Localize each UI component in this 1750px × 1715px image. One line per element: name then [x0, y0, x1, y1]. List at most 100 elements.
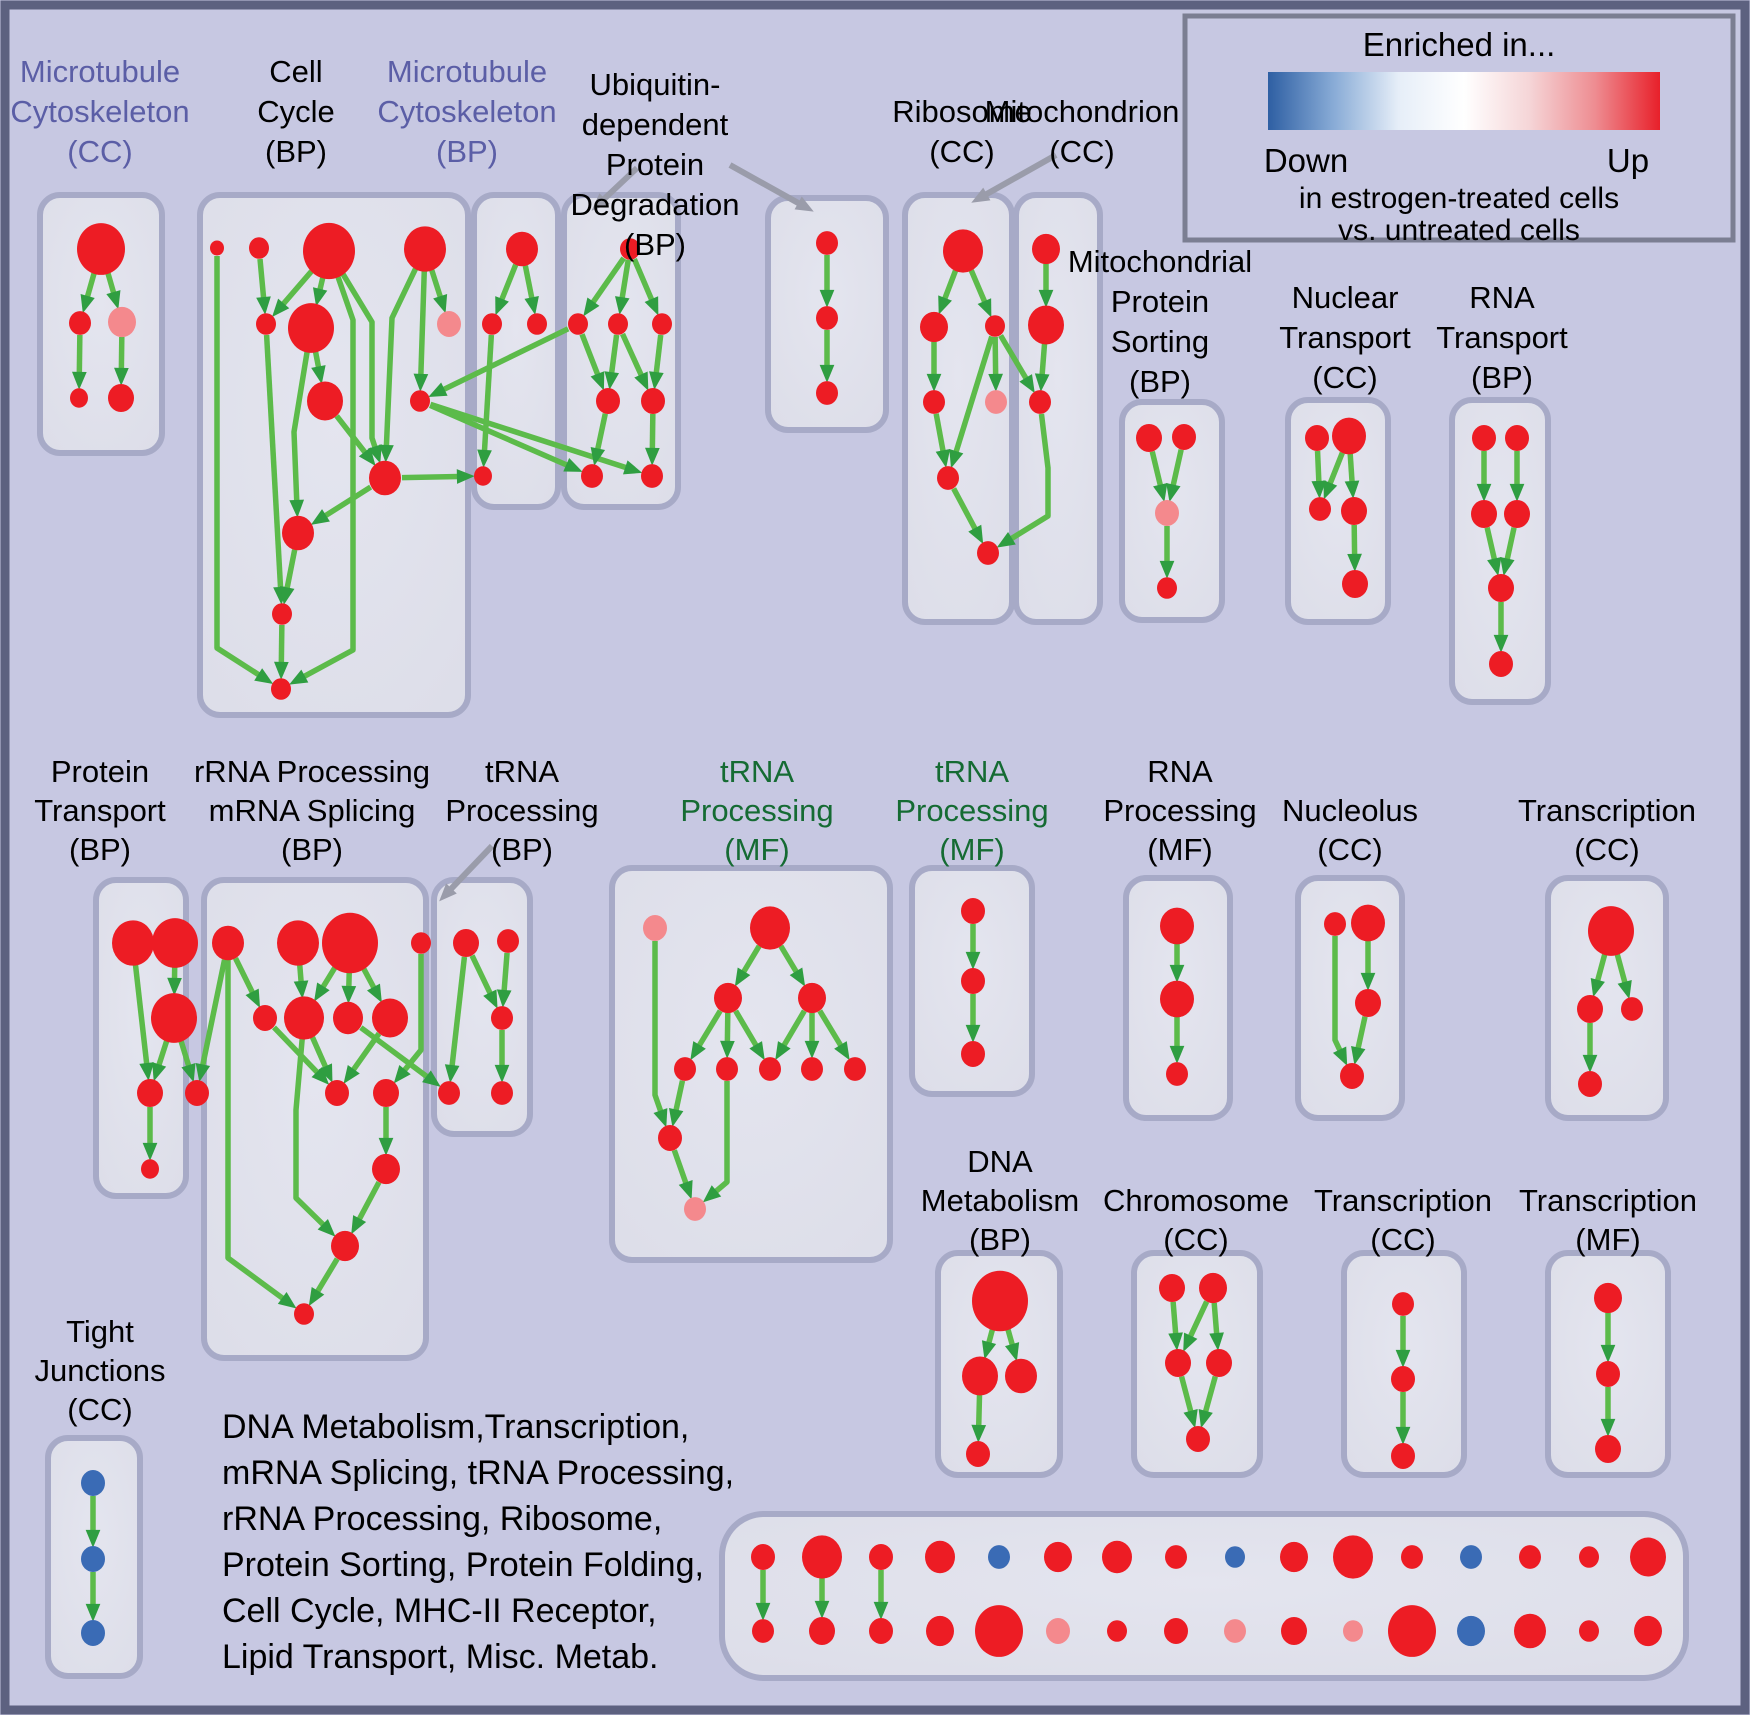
edge-b8-b10: [334, 414, 376, 466]
edge-k1-k4: [132, 964, 154, 1081]
edge-b12-b13: [274, 624, 289, 680]
go-label-transcription-mf-line-0: Transcription: [1519, 1183, 1697, 1218]
go-term-node-q3: [1355, 988, 1381, 1018]
go-term-node-q2: [1351, 904, 1385, 942]
go-term-node-xt7: [1102, 1540, 1132, 1574]
annotation-line-1: mRNA Splicing, tRNA Processing,: [222, 1454, 734, 1492]
go-term-node-v2: [1596, 1361, 1620, 1387]
go-label-ubiquitin-line-1: dependent: [582, 107, 729, 142]
go-term-node-n11: [684, 1197, 706, 1221]
go-label-mitochondrion-line-0: Mitochondrion: [985, 94, 1180, 129]
cluster-box-rna-transport: [1449, 397, 1551, 705]
go-label-trna-mf-2-line-0: tRNA: [935, 754, 1009, 789]
edge-s1-s2: [981, 1328, 997, 1360]
go-label-nuclear-transport-line-0: Nuclear: [1292, 280, 1399, 315]
go-term-node-xt5: [988, 1545, 1010, 1569]
edge-b3-b5: [272, 269, 314, 317]
edge-l3-l8: [361, 967, 382, 1003]
go-label-tight-junctions-line-0: Tight: [66, 1314, 134, 1349]
edge-h2-h3: [1166, 449, 1184, 503]
go-term-node-d2: [568, 313, 588, 335]
go-label-ribosome-line-0: Ribosome: [892, 94, 1032, 129]
go-term-node-d5: [596, 388, 620, 414]
go-term-node-d6: [641, 388, 665, 414]
go-label-transcription-cc-2-line-0: Transcription: [1314, 1183, 1492, 1218]
go-term-node-b6: [288, 303, 334, 353]
go-term-node-n2: [750, 906, 790, 950]
edge-g3-f7: [996, 413, 1051, 548]
go-label-transcription-cc-1-line-1: (CC): [1574, 832, 1639, 867]
cluster-box-transcription-cc-2: [1341, 1250, 1467, 1478]
go-label-mito-protein-sorting-line-0: Mitochondrial: [1068, 244, 1252, 279]
go-term-node-xb4: [926, 1615, 954, 1647]
legend-subtitle-line-1: in estrogen-treated cells: [1299, 182, 1619, 215]
go-term-node-b11: [282, 515, 314, 551]
go-term-node-l4: [411, 932, 431, 954]
go-term-node-d8: [641, 464, 663, 488]
go-term-node-l10: [373, 1078, 399, 1108]
go-term-node-c4: [474, 466, 492, 486]
go-term-node-k3: [151, 993, 197, 1043]
edge-h1-h3: [1149, 450, 1168, 503]
go-term-node-xb10: [1281, 1616, 1307, 1646]
go-term-node-m3: [491, 1006, 513, 1030]
edge-f3-f5: [988, 336, 1003, 392]
edge-f3-g3: [998, 334, 1035, 394]
go-term-node-t1: [1159, 1273, 1185, 1303]
edge-b3-b10: [340, 272, 382, 464]
go-term-node-p1: [1160, 907, 1194, 945]
edge-l3-l6: [314, 966, 338, 1002]
edge-m2-m3: [496, 952, 512, 1008]
cluster-box-microtubule-bp: [471, 192, 561, 510]
go-label-tight-junctions-line-1: Junctions: [35, 1353, 166, 1388]
go-term-node-g2: [1028, 305, 1064, 345]
label-pointer-arrow-0: [591, 165, 640, 211]
go-term-node-s3: [1005, 1358, 1037, 1394]
go-label-tight-junctions-line-2: (CC): [67, 1392, 132, 1427]
edge-a1-a3: [105, 272, 121, 310]
go-term-node-k4: [137, 1078, 163, 1108]
go-term-node-n6: [716, 1057, 738, 1081]
go-term-node-xb3: [869, 1618, 893, 1644]
go-term-node-q1: [1324, 912, 1346, 936]
go-labels-layer: Microtubule Cytoskeleton (CC) Cell Cycle (BP)…: [10, 54, 1697, 1427]
go-term-node-c2: [482, 313, 502, 335]
go-term-node-l3: [322, 912, 378, 974]
go-term-node-t2: [1199, 1272, 1227, 1304]
edge-n10-n11: [671, 1149, 693, 1200]
edge-r1-r3: [1614, 953, 1632, 1000]
go-label-ubiquitin-line-4: (BP): [624, 227, 686, 262]
cluster-box-trna-processing-mf-1: [609, 865, 893, 1263]
go-label-microtubule-cc-line-1: Cytoskeleton: [10, 94, 189, 129]
go-term-node-n8: [801, 1057, 823, 1081]
go-term-node-d4: [652, 313, 672, 335]
go-label-cell-cycle-line-2: (BP): [265, 134, 327, 169]
edge-b3-b13: [289, 275, 356, 685]
go-term-node-b3: [303, 222, 355, 280]
go-term-node-m2: [497, 929, 519, 953]
go-label-mitochondrion-line-1: (CC): [1049, 134, 1114, 169]
annotation-line-5: Lipid Transport, Misc. Metab.: [222, 1638, 659, 1676]
go-term-node-a2: [69, 311, 91, 335]
go-term-node-w2: [81, 1546, 105, 1572]
go-term-node-j1: [1472, 425, 1496, 451]
go-label-trna-bp-line-1: Processing: [445, 793, 598, 828]
go-term-node-n9: [844, 1057, 866, 1081]
edge-l1-l5: [233, 957, 261, 1008]
go-term-node-l9: [325, 1080, 349, 1106]
edge-k3-k4: [152, 1040, 170, 1082]
edge-l6-l9: [309, 1036, 333, 1083]
go-term-node-o2: [961, 968, 985, 994]
annotation-line-3: Protein Sorting, Protein Folding,: [222, 1546, 704, 1584]
go-term-node-a5: [108, 383, 134, 413]
edge-d3-d6: [620, 332, 649, 391]
go-term-node-g1: [1032, 233, 1060, 265]
edge-a1-a2: [80, 272, 97, 314]
go-term-node-xt4: [925, 1540, 955, 1574]
edge-d2-d5: [579, 333, 605, 391]
legend-gradient-bar: [1268, 72, 1660, 130]
go-term-node-d3: [608, 313, 628, 335]
go-term-node-a3: [108, 306, 136, 338]
